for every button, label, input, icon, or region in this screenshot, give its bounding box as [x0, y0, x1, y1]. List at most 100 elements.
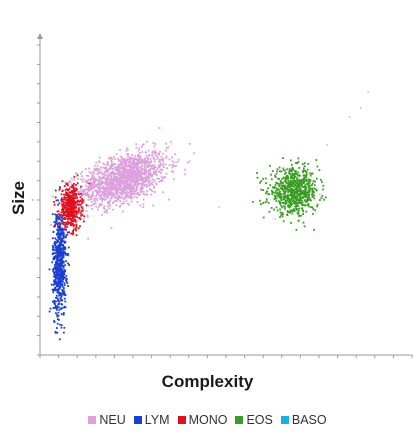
point-neu: [136, 201, 139, 203]
point-eos: [300, 178, 303, 181]
point-neu: [163, 166, 165, 169]
point-eos: [314, 209, 316, 212]
point-lym: [63, 287, 65, 289]
point-neu: [138, 179, 140, 182]
point-neu: [117, 177, 120, 180]
point-eos: [278, 196, 281, 199]
point-lym: [50, 283, 53, 286]
point-neu: [108, 168, 111, 171]
point-mono: [71, 199, 74, 202]
point-mono: [60, 214, 63, 216]
point-neu: [134, 155, 136, 158]
point-neu: [145, 185, 148, 188]
point-neu: [156, 156, 159, 159]
point-eos: [294, 175, 297, 178]
point-neu: [102, 177, 105, 179]
point-neu: [64, 181, 67, 184]
point-lym: [65, 280, 68, 283]
point-eos: [298, 193, 301, 196]
point-lym: [57, 229, 60, 231]
point-eos: [303, 182, 305, 184]
point-lym: [56, 285, 59, 288]
point-mono: [68, 210, 71, 213]
point-neu: [116, 171, 119, 174]
point-eos: [282, 220, 285, 223]
point-neu: [151, 153, 154, 156]
point-lym: [59, 264, 62, 266]
point-neu: [183, 168, 186, 171]
point-mono: [68, 191, 71, 194]
point-neu: [122, 180, 125, 182]
point-lym: [58, 276, 61, 278]
point-neu: [140, 183, 143, 186]
point-eos: [279, 201, 282, 204]
point-lym: [64, 306, 67, 308]
point-neu: [87, 199, 90, 201]
point-eos: [307, 178, 310, 181]
point-eos: [274, 174, 276, 177]
point-eos: [296, 188, 299, 191]
point-eos: [319, 199, 321, 201]
point-neu: [121, 182, 124, 185]
point-neu: [159, 164, 162, 167]
point-neu: [127, 169, 130, 171]
point-eos: [276, 170, 279, 173]
point-eos: [287, 204, 290, 206]
point-lym: [64, 227, 67, 230]
point-neu: [140, 169, 143, 172]
point-neu: [130, 156, 133, 159]
point-lym: [63, 242, 66, 244]
point-neu: [121, 189, 124, 192]
point-neu: [141, 158, 143, 161]
point-eos: [271, 191, 274, 194]
legend-label-baso: BASO: [291, 413, 327, 427]
point-neu: [109, 177, 112, 179]
point-neu: [111, 171, 114, 173]
point-eos: [265, 182, 267, 185]
point-mono: [68, 198, 71, 201]
point-lym: [53, 321, 56, 323]
point-neu: [93, 182, 96, 184]
point-lym: [62, 251, 65, 253]
point-lym: [57, 237, 60, 240]
point-lym: [64, 294, 66, 296]
point-eos: [305, 175, 308, 177]
point-lym: [53, 221, 56, 223]
point-lym: [62, 256, 65, 259]
point-neu: [119, 186, 121, 189]
point-eos: [296, 173, 298, 175]
point-eos: [280, 182, 282, 185]
point-eos: [282, 157, 284, 159]
point-mono: [69, 213, 72, 215]
point-eos: [262, 202, 264, 204]
point-lym: [66, 282, 69, 284]
point-eos: [293, 196, 295, 198]
point-neu: [98, 156, 101, 159]
point-mono: [75, 215, 77, 218]
point-eos: [291, 166, 294, 169]
point-neu: [110, 159, 113, 162]
point-lym: [55, 265, 58, 268]
point-neu: [167, 146, 170, 149]
point-lym: [68, 264, 70, 266]
point-lym: [54, 243, 57, 246]
point-neu: [166, 167, 169, 170]
point-lym: [56, 263, 59, 266]
point-lym: [59, 225, 61, 228]
point-lym: [49, 307, 52, 310]
point-eos: [273, 187, 275, 189]
point-lym: [62, 229, 64, 231]
point-eos: [303, 192, 305, 195]
point-neu: [100, 194, 102, 197]
point-lym: [61, 248, 64, 250]
point-mono: [61, 180, 64, 183]
point-eos: [260, 188, 263, 191]
point-neu: [119, 174, 121, 177]
point-eos: [302, 180, 304, 183]
point-neu: [110, 173, 113, 175]
point-eos: [307, 205, 310, 208]
point-neu: [145, 168, 147, 171]
point-lym: [65, 260, 67, 263]
point-mono: [83, 220, 85, 223]
point-neu: [96, 179, 98, 182]
